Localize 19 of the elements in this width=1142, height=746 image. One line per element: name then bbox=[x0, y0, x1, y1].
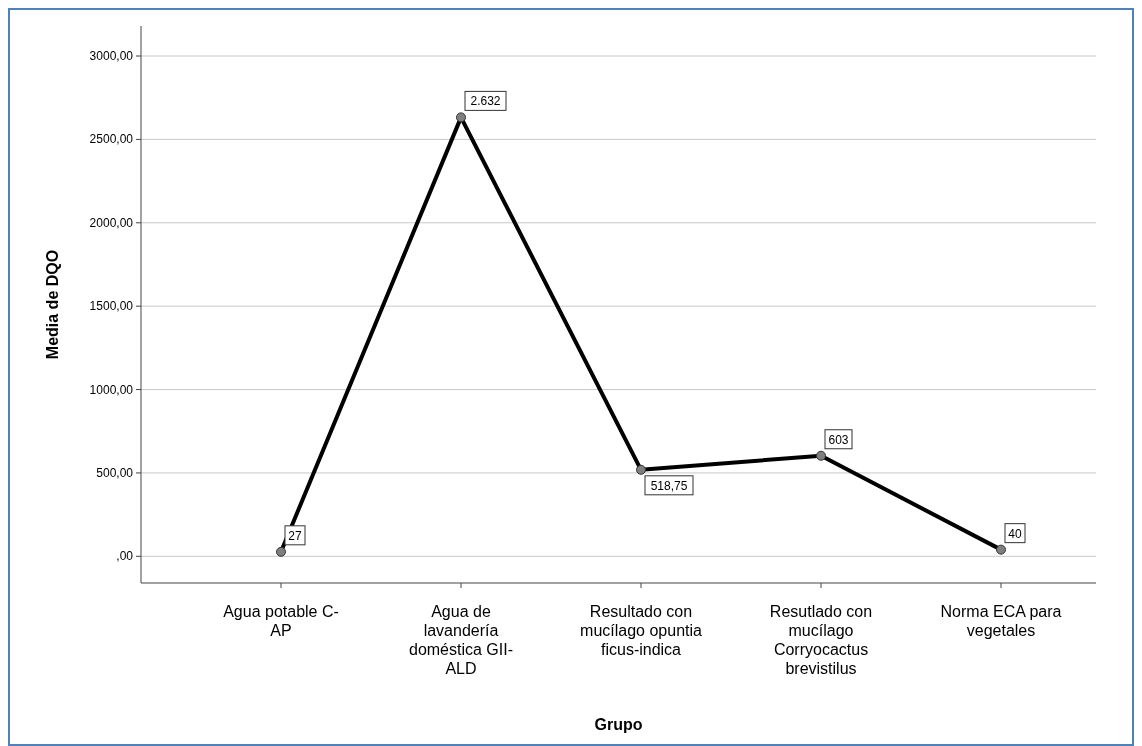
data-label: 40 bbox=[1008, 526, 1022, 541]
x-tick-label: Resultado con mucílago opuntia ficus-indica bbox=[580, 603, 703, 658]
y-tick-label: 1000,00 bbox=[89, 382, 134, 397]
y-tick-label: ,00 bbox=[116, 549, 134, 564]
x-tick-label: Resutlado con mucílago Corryocactus brevistilus bbox=[769, 603, 873, 677]
y-tick-label: 2000,00 bbox=[89, 215, 134, 230]
y-tick-label: 500,00 bbox=[96, 465, 134, 480]
y-axis-title: Media de DQO bbox=[44, 249, 61, 360]
x-axis-title: Grupo bbox=[594, 716, 643, 733]
y-tick-label: 1500,00 bbox=[89, 299, 134, 314]
x-tick-label: Norma ECA para vegetales bbox=[940, 603, 1062, 639]
x-tick-label: Agua de lavandería doméstica GII-ALD bbox=[408, 603, 514, 677]
data-label: 27 bbox=[288, 528, 302, 543]
data-label: 2.632 bbox=[470, 94, 501, 109]
data-label: 518,75 bbox=[650, 478, 688, 493]
y-tick-label: 2500,00 bbox=[89, 132, 134, 147]
y-tick-label: 3000,00 bbox=[89, 49, 134, 64]
x-tick-label: Agua potable C-AP bbox=[223, 603, 339, 639]
data-label: 603 bbox=[828, 432, 849, 447]
